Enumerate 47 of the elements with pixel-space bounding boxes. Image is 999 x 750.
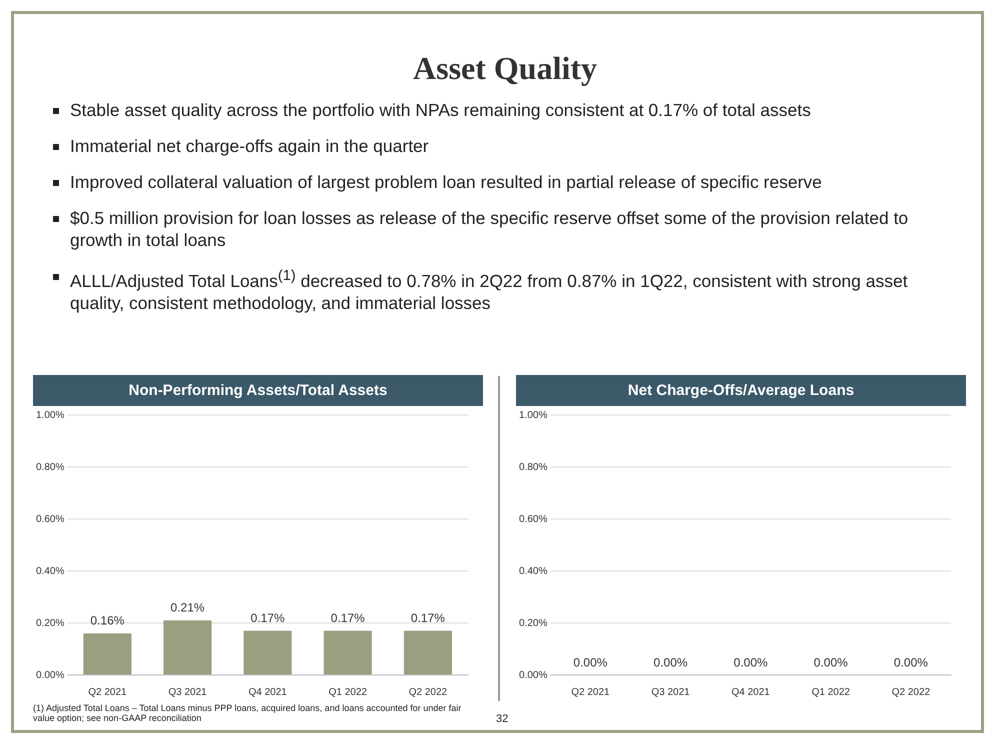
data-label: 0.00%	[894, 655, 928, 670]
y-tick-label: 0.60%	[518, 514, 548, 525]
y-tick-label: 1.00%	[36, 410, 64, 421]
y-tick-label: 1.00%	[518, 410, 548, 421]
bar	[404, 630, 452, 674]
text: ALLL/Adjusted Total Loans$^{(1)}$ decreased to 0.78% in 2Q22 from 0.87% in 1Q22, consistent with strong asset quality, consistent methodology, and immaterial losses	[69, 267, 909, 314]
y-tick-label: 0.40%	[518, 566, 548, 577]
x-tick-label: Q2 2022	[892, 686, 931, 698]
x-tick-label: Q1 2022	[328, 686, 368, 698]
y-tick-label: 0.60%	[36, 514, 64, 525]
text: 32	[496, 713, 508, 725]
bar	[83, 633, 132, 674]
text: Asset Quality	[412, 50, 598, 87]
x-tick-label: Q3 2021	[651, 686, 690, 698]
y-tick-label: 0.00%	[518, 670, 548, 681]
data-label: 0.17%	[410, 611, 446, 626]
data-label: 0.16%	[90, 614, 125, 628]
x-tick-label: Q3 2021	[168, 686, 208, 698]
y-tick-label: 0.20%	[36, 618, 64, 629]
x-tick-label: Q1 2022	[812, 686, 850, 698]
text: Immaterial net charge-offs again in the quarter	[69, 135, 430, 157]
x-tick-label: Q2 2021	[88, 686, 128, 698]
data-label: 0.00%	[814, 655, 848, 670]
data-label: 0.00%	[573, 655, 608, 670]
chart-title: Net Charge-Offs/Average Loans	[516, 375, 966, 406]
bar	[244, 630, 292, 674]
data-label: 0.17%	[250, 611, 286, 626]
y-tick-label: 0.40%	[36, 566, 64, 577]
y-tick-label: 0.80%	[518, 462, 548, 473]
data-label: 0.00%	[734, 655, 768, 670]
x-tick-label: Q2 2022	[408, 686, 448, 698]
bar	[324, 630, 372, 674]
text: (1) Adjusted Total Loans – Total Loans minus PPP loans, acquired loans, and loans accounted for under fair value option; see non-GAAP reconciliation	[33, 703, 462, 723]
x-tick-label: Q4 2021	[731, 686, 770, 698]
chart-title: Non-Performing Assets/Total Assets	[33, 375, 483, 406]
data-label: 0.00%	[654, 655, 688, 670]
text: Improved collateral valuation of largest problem loan resulted in partial release of specific reserve	[69, 171, 823, 193]
y-tick-label: 0.80%	[36, 462, 64, 473]
bar	[164, 620, 212, 674]
data-label: 0.17%	[330, 611, 366, 626]
y-tick-label: 0.20%	[518, 618, 548, 629]
x-tick-label: Q4 2021	[248, 686, 288, 698]
data-label: 0.21%	[170, 600, 205, 615]
text: Stable asset quality across the portfolio with NPAs remaining consistent at 0.17% of total assets	[69, 99, 812, 121]
text: $0.5 million provision for loan losses as release of the specific reserve offset some of the provision related to growth in total loans	[69, 207, 910, 251]
x-tick-label: Q2 2021	[571, 686, 610, 698]
y-tick-label: 0.00%	[36, 670, 64, 681]
